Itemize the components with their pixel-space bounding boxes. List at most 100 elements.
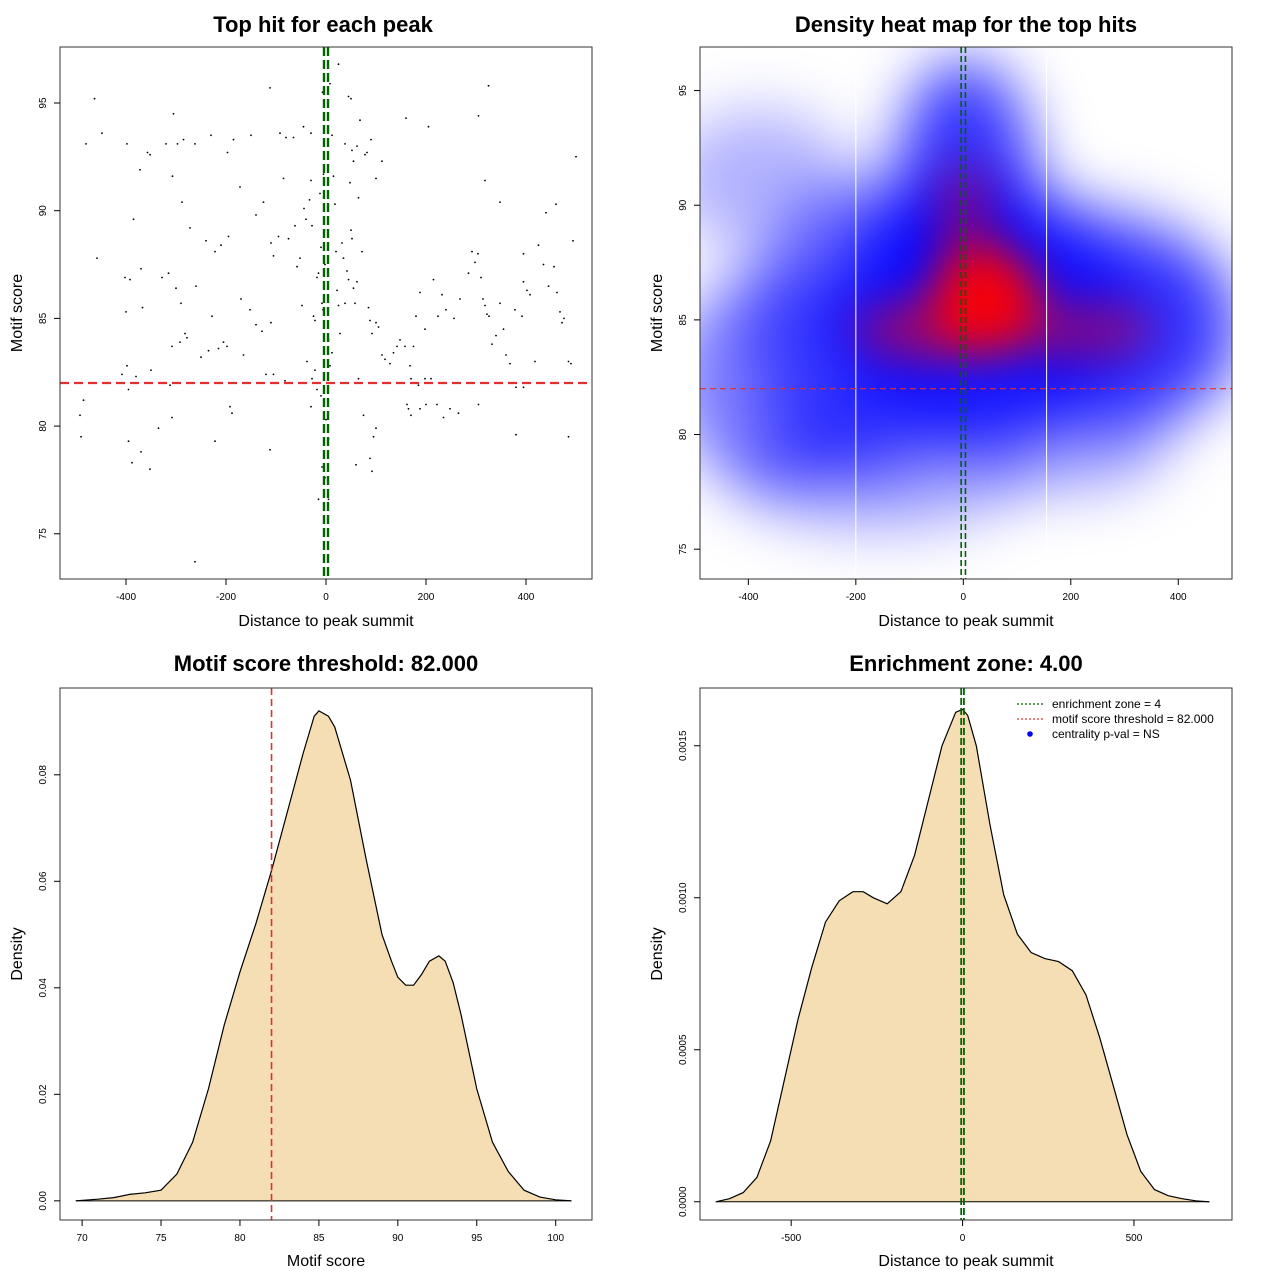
scatter-point (255, 214, 257, 216)
scatter-point (180, 302, 182, 305)
distance-density-x-tick-label: 0 (960, 1233, 966, 1244)
scatter-point (310, 179, 312, 182)
scatter-y-label: Motif score (9, 274, 26, 352)
scatter-point (320, 395, 322, 397)
scatter-point (467, 272, 470, 275)
scatter-point (316, 276, 318, 279)
scatter-point (125, 311, 127, 313)
scatter-point (347, 95, 350, 98)
scatter-point (140, 267, 142, 270)
score-density-curve (75, 710, 572, 1202)
scatter-point (396, 345, 398, 348)
scatter-point (327, 498, 330, 501)
scatter-point (310, 132, 312, 135)
scatter-y-tick-label: 80 (38, 420, 49, 432)
scatter-point (515, 386, 517, 389)
scatter-point (317, 272, 320, 275)
scatter-point (314, 319, 316, 322)
scatter-point (126, 364, 128, 367)
scatter-point (399, 339, 401, 341)
heatmap-x-tick-label: 400 (1170, 592, 1187, 603)
score-density-y-tick-label: 0.02 (38, 1084, 49, 1104)
score-density-title: Motif score threshold: 82.000 (174, 651, 478, 676)
score-density-x-tick-label: 85 (313, 1233, 325, 1244)
scatter-point (205, 239, 207, 242)
scatter-point (346, 270, 348, 272)
scatter-point (294, 224, 296, 227)
scatter-point (242, 354, 245, 356)
scatter-y-tick-label: 95 (38, 97, 49, 109)
scatter-point (284, 379, 286, 382)
score-density-x-label: Motif score (287, 1253, 365, 1270)
scatter-point (299, 257, 301, 259)
scatter-point (311, 377, 313, 380)
scatter-point (553, 265, 555, 268)
score-density-area (75, 710, 572, 1202)
scatter-point (325, 418, 327, 421)
scatter-point (131, 461, 133, 464)
scatter-point (321, 302, 323, 305)
scatter-point (377, 326, 380, 328)
scatter-point (200, 356, 202, 359)
scatter-x-tick-label: 0 (323, 592, 329, 603)
scatter-point (537, 244, 540, 247)
scatter-point (222, 341, 225, 343)
scatter-point (375, 427, 377, 430)
scatter-point (126, 143, 128, 145)
heatmap-red-density (855, 160, 1155, 360)
scatter-point (515, 433, 517, 436)
scatter-point (149, 468, 151, 471)
scatter-point (424, 377, 426, 380)
scatter-point (132, 218, 135, 221)
scatter-point (430, 377, 432, 380)
scatter-point (272, 373, 275, 376)
distance-density-reference-lines (960, 688, 965, 1220)
scatter-reference-lines (60, 47, 592, 579)
score-density-panel: Motif score threshold: 82.000 70 75 80 85 90… (9, 651, 593, 1270)
scatter-point (350, 97, 352, 100)
scatter-point (356, 145, 358, 148)
scatter-point (529, 293, 531, 296)
scatter-point (127, 440, 130, 443)
score-density-y-tick-label: 0.04 (38, 978, 49, 998)
scatter-point (375, 177, 377, 180)
scatter-point (559, 311, 561, 313)
score-density-x-tick-label: 70 (77, 1233, 89, 1244)
scatter-point (169, 384, 171, 387)
scatter-point (314, 369, 316, 371)
scatter-point (96, 257, 98, 259)
scatter-point (184, 332, 186, 335)
scatter-point (441, 293, 443, 296)
scatter-point (331, 351, 333, 354)
scatter-point (556, 291, 558, 294)
scatter-point (369, 319, 371, 322)
scatter-point (364, 153, 366, 156)
scatter-point (555, 203, 557, 206)
scatter-point (567, 435, 570, 438)
scatter-point (357, 196, 360, 199)
score-density-plot-frame (59, 687, 593, 1221)
heatmap-gridlines (855, 47, 1048, 579)
scatter-point (189, 227, 191, 229)
scatter-point (502, 328, 505, 331)
scatter-point (214, 250, 216, 253)
scatter-point (320, 246, 322, 249)
scatter-point (302, 125, 305, 128)
scatter-point (226, 345, 228, 348)
scatter-point (437, 315, 439, 318)
scatter-point (101, 132, 103, 135)
distance-density-title: Enrichment zone: 4.00 (849, 651, 1083, 676)
scatter-point (542, 263, 545, 266)
distance-density-y-tick-label: 0.0010 (678, 882, 689, 913)
scatter-point (124, 276, 126, 279)
scatter-point (499, 302, 501, 305)
scatter-point (334, 203, 336, 206)
scatter-point (349, 181, 351, 184)
scatter-point (575, 155, 577, 158)
scatter-point (305, 218, 307, 221)
scatter-point (337, 304, 340, 307)
legend-threshold-label: motif score threshold = 82.000 (1052, 712, 1214, 726)
scatter-point (322, 173, 325, 176)
scatter-y-tick-label: 85 (38, 312, 49, 324)
